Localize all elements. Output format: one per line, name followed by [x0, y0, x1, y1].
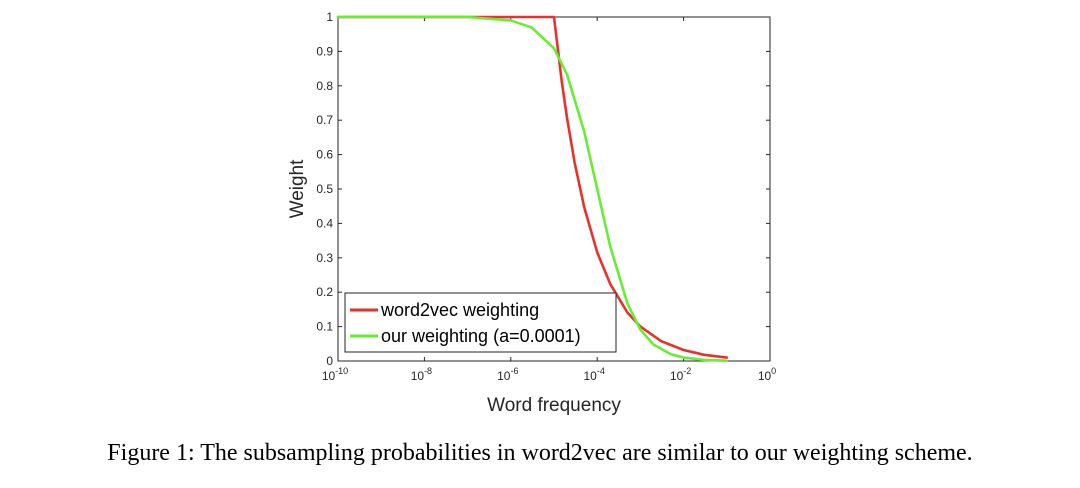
y-tick-labels: 0 0.1 0.2 0.3 0.4 0.5 0.6 0.7 0.8 0.9 1 — [316, 10, 333, 368]
legend: word2vec weighting our weighting (a=0.00… — [344, 292, 617, 353]
x-tick-label: 10-6 — [497, 366, 518, 383]
y-tick-label: 0 — [326, 354, 333, 368]
x-axis-label: Word frequency — [487, 395, 621, 416]
figure-caption: Figure 1: The subsampling probabilities … — [107, 440, 973, 466]
y-tick-label: 0.1 — [316, 320, 333, 334]
y-axis-label: Weight — [287, 159, 308, 219]
x-tick-label: 10-8 — [411, 366, 432, 383]
y-tick-label: 0.5 — [316, 182, 333, 196]
y-tick-label: 0.8 — [316, 79, 333, 93]
series-line-0 — [336, 15, 729, 359]
legend-label-word2vec: word2vec weighting — [380, 300, 539, 320]
y-tick-label: 0.4 — [316, 216, 333, 230]
series-line-1 — [336, 15, 729, 362]
y-tick-label: 0.9 — [316, 44, 333, 58]
legend-label-our-weighting: our weighting (a=0.0001) — [381, 326, 581, 346]
y-tick-label: 0.7 — [316, 113, 333, 127]
x-tick-labels: 10-10 10-8 10-6 10-4 10-2 100 — [322, 366, 776, 383]
y-tick-label: 0.2 — [316, 285, 333, 299]
series-lines — [336, 15, 729, 362]
y-tick-label: 1 — [326, 10, 333, 24]
y-tick-label: 0.6 — [316, 148, 333, 162]
axis-ticks — [337, 16, 771, 362]
x-tick-label: 10-10 — [322, 366, 348, 383]
x-tick-label: 10-2 — [670, 366, 691, 383]
legend-box — [344, 292, 617, 353]
x-tick-label: 10-4 — [584, 366, 605, 383]
x-tick-label: 100 — [758, 366, 776, 383]
y-tick-label: 0.3 — [316, 251, 333, 265]
weighting-chart: 10-10 10-8 10-6 10-4 10-2 100 0 0.1 0.2 0.3 0.4 0.… — [287, 10, 776, 416]
